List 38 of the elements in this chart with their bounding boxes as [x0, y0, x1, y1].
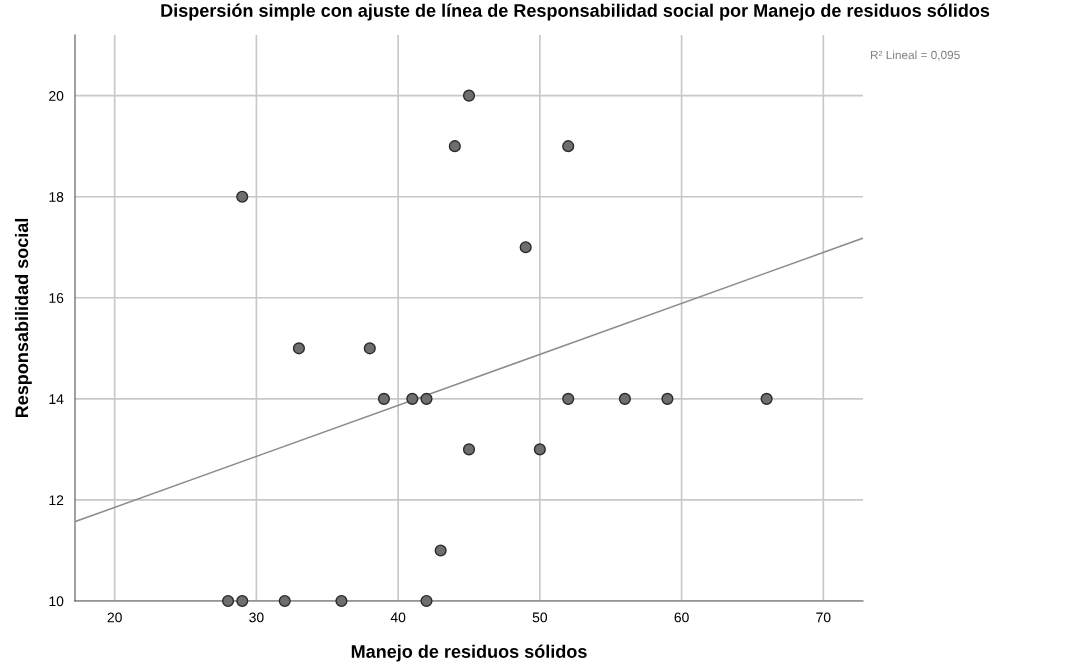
point — [462, 443, 476, 456]
x-tick-label: 40 — [390, 612, 406, 623]
point — [420, 392, 433, 405]
text: R² Lineal = 0,095 — [870, 50, 960, 61]
point — [292, 342, 306, 355]
y-tick-label: 18 — [49, 192, 64, 202]
point — [335, 594, 348, 608]
chart-title: Dispersión simple con ajuste de línea de Responsabilidad social por Manejo de residuos sólidos — [161, 3, 990, 21]
point — [420, 594, 433, 608]
x-tick-label: 50 — [532, 612, 548, 623]
point — [278, 594, 291, 608]
x-tick-label: 20 — [107, 612, 122, 623]
y-tick-label: 20 — [49, 90, 64, 101]
point — [462, 89, 476, 102]
y-tick-label: 14 — [49, 394, 64, 404]
x-axis-title: Manejo de residuos sólidos — [351, 644, 587, 662]
y-axis-title: Responsabilidad social — [14, 218, 32, 418]
x-tick-label: 60 — [674, 612, 689, 623]
point — [562, 392, 575, 405]
x-tick-label: 30 — [249, 612, 264, 623]
point — [533, 443, 546, 456]
point — [519, 241, 532, 254]
y-tick-label: 10 — [49, 596, 64, 607]
point — [406, 392, 419, 405]
point — [661, 392, 674, 405]
x-tick-label: 70 — [816, 612, 831, 623]
y-tick-label: 12 — [49, 495, 64, 505]
point — [618, 392, 631, 405]
point — [236, 190, 249, 203]
point — [221, 594, 235, 608]
point — [448, 140, 461, 153]
point — [760, 392, 773, 405]
point — [434, 544, 447, 557]
point — [377, 392, 391, 405]
y-tick-label: 16 — [49, 293, 64, 303]
point — [562, 140, 575, 153]
point — [236, 594, 249, 608]
point — [363, 342, 376, 355]
